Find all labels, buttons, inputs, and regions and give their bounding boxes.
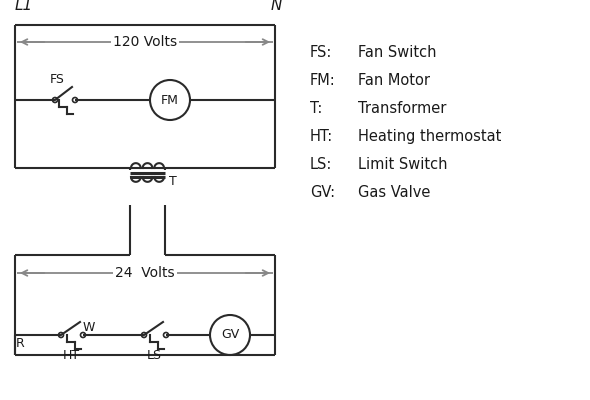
Text: Heating thermostat: Heating thermostat: [358, 129, 502, 144]
Text: N: N: [271, 0, 283, 13]
Text: GV: GV: [221, 328, 239, 342]
Text: LS: LS: [146, 349, 162, 362]
Text: FS: FS: [50, 73, 64, 86]
Text: HT:: HT:: [310, 129, 333, 144]
Text: FS:: FS:: [310, 45, 332, 60]
Text: Transformer: Transformer: [358, 101, 447, 116]
Text: Fan Motor: Fan Motor: [358, 73, 430, 88]
Text: Gas Valve: Gas Valve: [358, 185, 430, 200]
Text: T: T: [169, 175, 177, 188]
Text: LS:: LS:: [310, 157, 332, 172]
Text: W: W: [83, 321, 96, 334]
Text: R: R: [16, 337, 25, 350]
Text: T:: T:: [310, 101, 322, 116]
Text: 120 Volts: 120 Volts: [113, 35, 177, 49]
Text: 24  Volts: 24 Volts: [115, 266, 175, 280]
Text: Limit Switch: Limit Switch: [358, 157, 447, 172]
Text: L1: L1: [15, 0, 33, 13]
Text: FM: FM: [161, 94, 179, 106]
Text: Fan Switch: Fan Switch: [358, 45, 437, 60]
Text: HT: HT: [63, 349, 80, 362]
Text: GV:: GV:: [310, 185, 335, 200]
Text: FM:: FM:: [310, 73, 336, 88]
